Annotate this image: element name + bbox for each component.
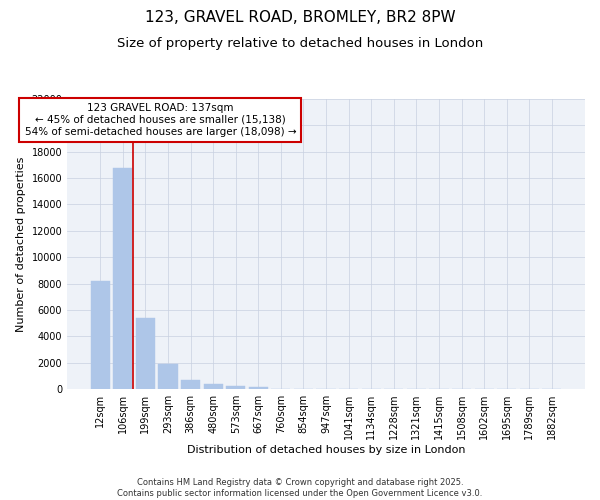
Text: 123 GRAVEL ROAD: 137sqm
← 45% of detached houses are smaller (15,138)
54% of sem: 123 GRAVEL ROAD: 137sqm ← 45% of detache… bbox=[25, 104, 296, 136]
Bar bbox=[203, 384, 223, 389]
Bar bbox=[113, 168, 133, 389]
Text: Contains HM Land Registry data © Crown copyright and database right 2025.
Contai: Contains HM Land Registry data © Crown c… bbox=[118, 478, 482, 498]
Text: Size of property relative to detached houses in London: Size of property relative to detached ho… bbox=[117, 38, 483, 51]
X-axis label: Distribution of detached houses by size in London: Distribution of detached houses by size … bbox=[187, 445, 466, 455]
Bar bbox=[249, 388, 268, 389]
Bar bbox=[136, 318, 155, 389]
Text: 123, GRAVEL ROAD, BROMLEY, BR2 8PW: 123, GRAVEL ROAD, BROMLEY, BR2 8PW bbox=[145, 10, 455, 25]
Y-axis label: Number of detached properties: Number of detached properties bbox=[16, 156, 26, 332]
Bar bbox=[181, 380, 200, 389]
Bar bbox=[158, 364, 178, 389]
Bar bbox=[91, 281, 110, 389]
Bar bbox=[226, 386, 245, 389]
